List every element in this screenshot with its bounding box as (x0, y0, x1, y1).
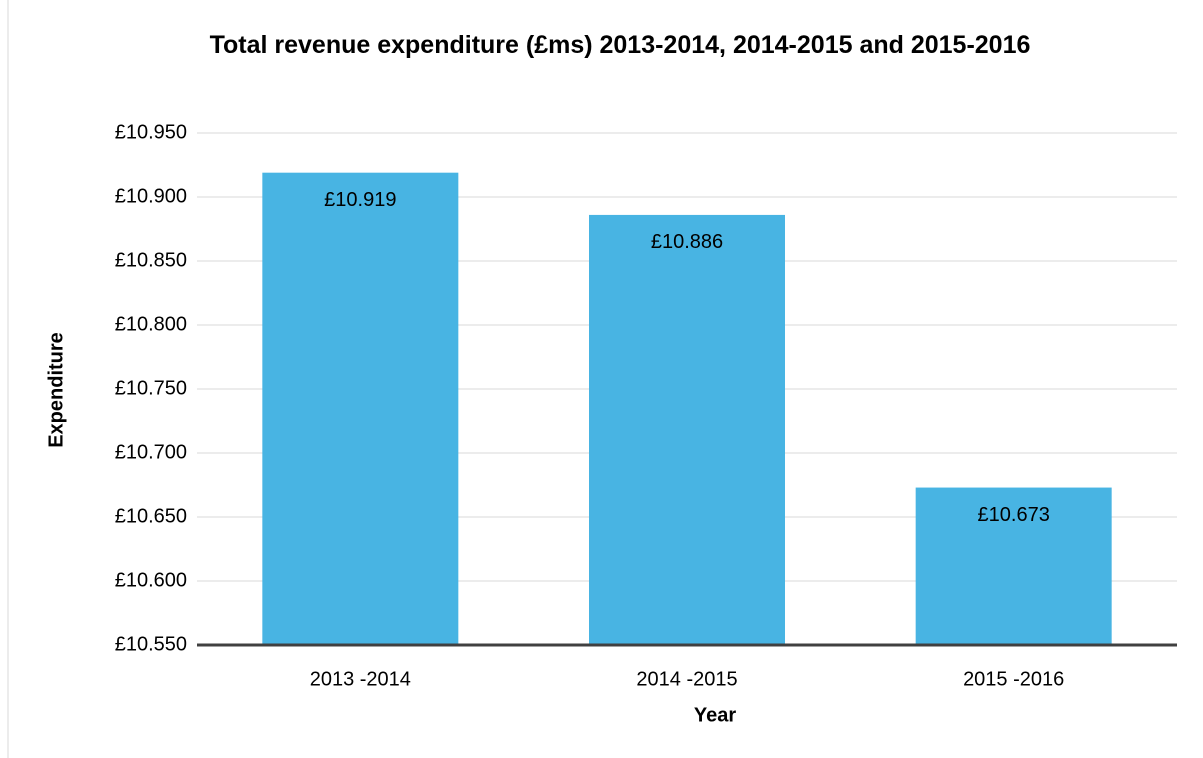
x-tick-label: 2015 -2016 (963, 668, 1064, 690)
y-tick-label: £10.700 (115, 441, 187, 463)
y-tick-label: £10.950 (115, 121, 187, 143)
bar (589, 214, 785, 646)
y-tick-label: £10.900 (115, 185, 187, 207)
y-tick-label: £10.800 (115, 313, 187, 335)
y-tick-label: £10.600 (115, 569, 187, 591)
y-tick-label: £10.750 (115, 377, 187, 399)
y-tick-label: £10.550 (115, 633, 187, 655)
bar (915, 487, 1112, 645)
data-label: £10.886 (651, 231, 723, 253)
x-axis-title: Year (694, 704, 736, 726)
data-label: £10.919 (324, 189, 396, 211)
y-axis-title: Expenditure (45, 332, 67, 448)
bar (262, 172, 459, 645)
y-tick-label: £10.650 (115, 505, 187, 527)
data-label: £10.673 (978, 504, 1050, 526)
chart-title: Total revenue expenditure (£ms) 2013-201… (209, 31, 1031, 59)
x-tick-label: 2014 -2015 (636, 668, 737, 690)
x-tick-label: 2013 -2014 (310, 668, 411, 690)
y-tick-label: £10.850 (115, 249, 187, 271)
